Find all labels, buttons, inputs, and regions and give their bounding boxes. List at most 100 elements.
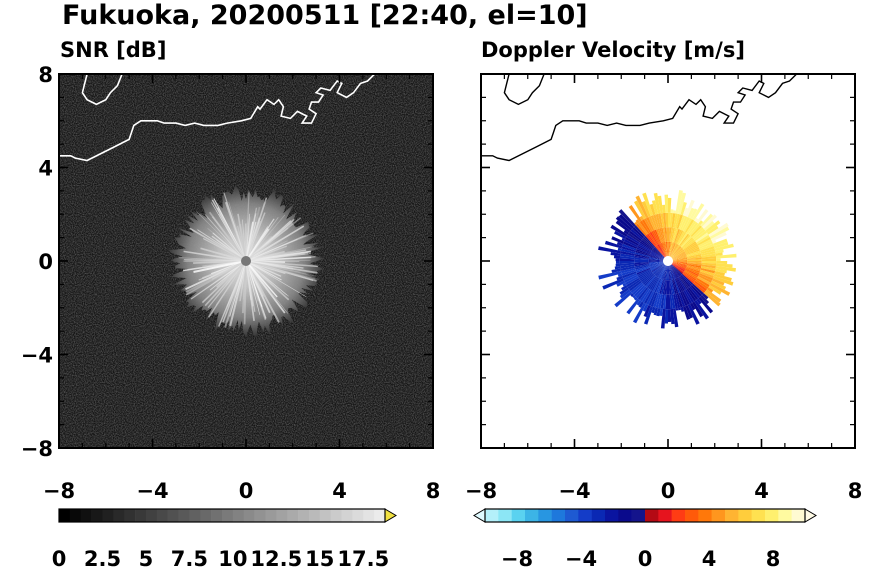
doppler-echo-cell [669, 227, 672, 242]
doppler-echo-cell [657, 265, 666, 278]
doppler-echo-cell [630, 282, 643, 294]
doppler-echo-cell [635, 265, 650, 270]
doppler-echo-cell [671, 249, 685, 259]
snr-echo-streak [245, 260, 287, 296]
colorbar-level [265, 509, 277, 522]
colorbar-extend-max [384, 508, 397, 523]
doppler-echo-cell [637, 244, 652, 253]
doppler-echo-cell [654, 278, 662, 293]
doppler-echo-cell [628, 205, 642, 222]
doppler-echo-cell [689, 286, 701, 299]
doppler-echo-cell [648, 276, 658, 290]
snr-echo-streak [245, 240, 288, 262]
doppler-echo-cell [642, 303, 649, 312]
doppler-echo-cell [687, 222, 699, 235]
doppler-echo-cell [623, 229, 629, 235]
doppler-echo-cell [656, 244, 666, 258]
colorbar-extend-max [804, 508, 817, 523]
doppler-echo-cell [716, 258, 721, 261]
colorbar-level [308, 509, 321, 522]
doppler-echo-cell [636, 247, 651, 255]
doppler-echo-cell [684, 270, 698, 280]
doppler-echo-cell [661, 279, 665, 295]
doppler-echo-cell [673, 308, 679, 328]
doppler-coastline [481, 74, 798, 162]
snr-echo-streak [201, 260, 247, 304]
doppler-echo-cell [634, 259, 649, 261]
colorbar-level [178, 509, 190, 522]
doppler-echo-cell [639, 241, 653, 251]
snr-echo-streak [245, 260, 265, 297]
doppler-echo-cell [616, 241, 623, 247]
doppler-echo-cell [670, 244, 679, 257]
doppler-echo-cell [642, 192, 654, 216]
doppler-echo-cell [614, 291, 633, 308]
doppler-echo-cell [691, 283, 704, 296]
doppler-echo-cell [687, 257, 702, 260]
doppler-echo-cell [671, 246, 682, 258]
doppler-echo-cell [668, 227, 670, 242]
doppler-echo-cell [637, 269, 652, 278]
doppler-echo-cell [646, 276, 657, 289]
doppler-echo-cell [707, 287, 714, 293]
doppler-echo-cell [634, 200, 647, 220]
doppler-echo-cell [708, 222, 729, 237]
doppler-echo-cell [713, 275, 734, 286]
doppler-echo-cell [650, 292, 658, 307]
doppler-echo-cell [698, 273, 713, 281]
doppler-echo-cell [626, 298, 640, 315]
doppler-echo-cell [636, 267, 651, 275]
doppler-echo-cell [644, 235, 656, 248]
colorbar-level [69, 509, 82, 522]
colorbar-tick-label: 0 [638, 547, 653, 570]
doppler-echo-cell [675, 278, 684, 292]
doppler-echo-cell [662, 280, 666, 295]
colorbar-level [498, 509, 512, 522]
x-tick-label: 8 [848, 479, 863, 503]
doppler-echo-cell [655, 264, 666, 277]
doppler-echo-cell [670, 265, 677, 279]
doppler-echo-cell [702, 293, 709, 300]
doppler-echo-cell [676, 293, 683, 308]
doppler-echo-cell [710, 231, 727, 242]
doppler-echo-cell [672, 261, 688, 262]
doppler-echo-cell [659, 228, 664, 243]
doppler-echo-cell [674, 228, 681, 243]
colorbar-level [167, 509, 179, 522]
doppler-echo-cell [671, 264, 681, 276]
doppler-echo-cell [671, 263, 685, 273]
colorbar-tick-label: 2.5 [84, 547, 121, 570]
doppler-echo-cell [619, 258, 635, 261]
doppler-echo-cell [686, 254, 702, 258]
doppler-echo-cell [672, 262, 687, 268]
doppler-echo-cell [658, 243, 666, 257]
snr-echo-streak [245, 234, 307, 262]
doppler-echo-cell [681, 237, 694, 249]
doppler-echo-cell [644, 274, 656, 287]
doppler-echo-cell [632, 295, 636, 299]
doppler-echo-cell [670, 264, 680, 278]
doppler-echo-cell [639, 215, 644, 221]
doppler-echo-cell [621, 285, 628, 291]
doppler-echo-cell [676, 230, 685, 245]
doppler-echo-cell [672, 251, 686, 259]
doppler-echo-cell [712, 239, 717, 244]
snr-coastline [59, 74, 376, 162]
doppler-echo-cell [650, 251, 664, 259]
doppler-echo-cell [666, 241, 668, 257]
doppler-echo-cell [682, 238, 695, 249]
doppler-echo-cell [663, 294, 667, 310]
doppler-echo-cell [634, 264, 650, 268]
x-tick-label: 0 [661, 479, 676, 503]
doppler-echo-cell [662, 204, 666, 214]
snr-echo-streak [198, 260, 247, 281]
doppler-echo-cell [657, 195, 663, 214]
doppler-echo-cell [673, 213, 678, 228]
doppler-echo-cell [676, 214, 683, 229]
doppler-echo-cell [680, 291, 688, 306]
doppler-echo-cell [635, 252, 650, 257]
doppler-echo-cell [621, 246, 636, 253]
doppler-echo-cell [654, 264, 665, 276]
snr-echo-streak [196, 211, 247, 262]
